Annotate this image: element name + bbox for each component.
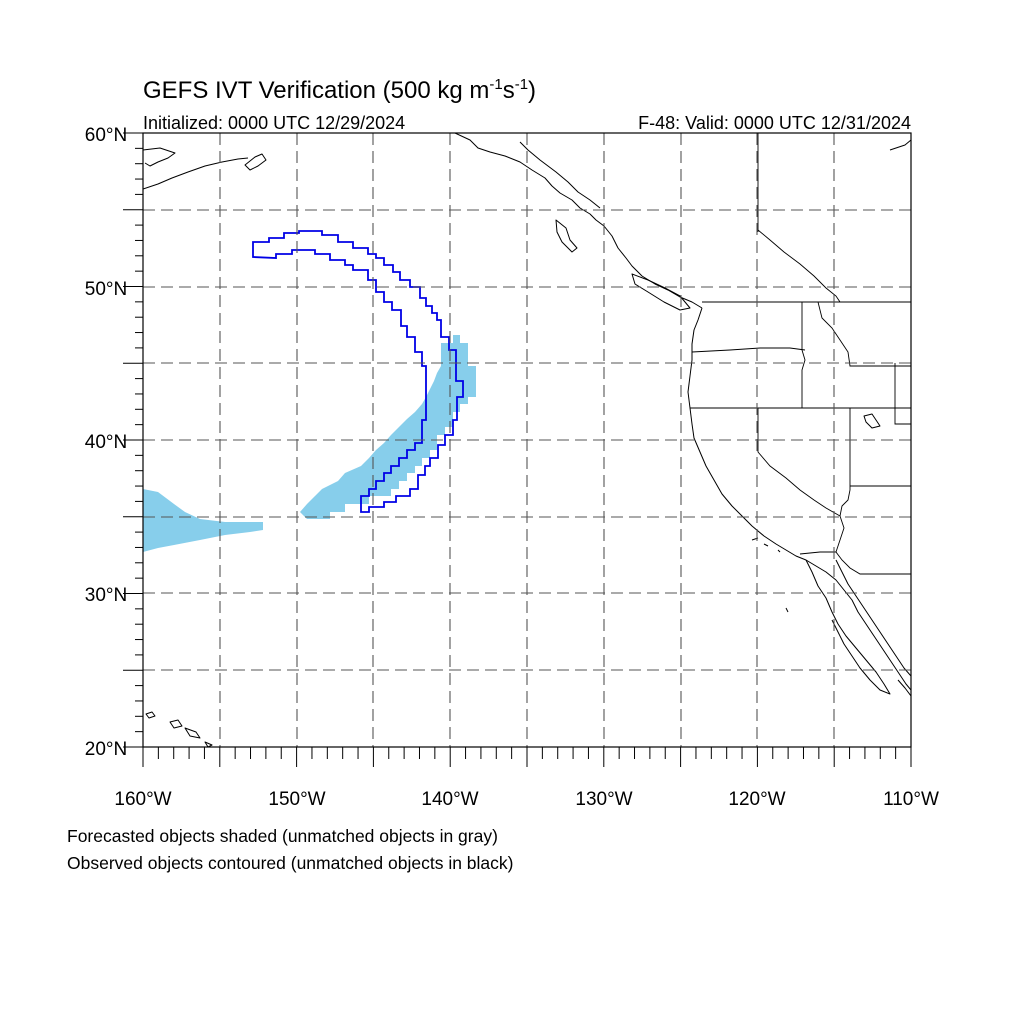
hawaii-3 — [184, 727, 201, 739]
ca-nv-border — [757, 408, 841, 517]
nv-ut-border — [839, 408, 851, 517]
lon-label-110w: 110°W — [883, 789, 939, 810]
wyoming-border — [894, 363, 911, 425]
great-salt-lake — [863, 413, 881, 429]
vancouver-island — [631, 273, 691, 311]
axis-ticks — [123, 132, 912, 767]
lon-label-120w: 120°W — [728, 789, 785, 810]
footnote-forecast: Forecasted objects shaded (unmatched obj… — [67, 826, 498, 846]
alaska-peninsula — [143, 147, 176, 167]
lat-label-20: 20°N — [85, 739, 127, 760]
guadalupe-island — [785, 607, 789, 613]
hawaii-2 — [169, 719, 183, 729]
us-mexico-border — [799, 551, 836, 555]
graticule — [143, 133, 911, 747]
lon-label-140w: 140°W — [421, 789, 478, 810]
valid-time-label: F-48: Valid: 0000 UTC 12/31/2024 — [638, 113, 911, 133]
lat-label-50: 50°N — [85, 279, 127, 300]
political-borders — [690, 133, 911, 575]
lat-label-60: 60°N — [85, 125, 127, 146]
coastlines — [143, 133, 911, 747]
haida-gwaii — [555, 219, 578, 253]
hudson-coast — [889, 139, 911, 151]
kodiak-island — [244, 153, 267, 171]
forecast-object-main — [300, 335, 476, 519]
bc-coast — [603, 225, 703, 309]
baja-california — [805, 559, 891, 695]
lon-label-130w: 130°W — [575, 789, 632, 810]
hawaii-1 — [145, 711, 156, 719]
alaska-peninsula-2 — [143, 157, 249, 190]
idaho-border — [801, 302, 806, 408]
mexico-mainland — [897, 679, 911, 697]
init-time-label: Initialized: 0000 UTC 12/29/2024 — [143, 113, 405, 133]
hawaii-4 — [204, 741, 213, 747]
lon-label-160w: 160°W — [114, 789, 171, 810]
us-west-coast — [687, 307, 911, 691]
montana-idaho-border — [817, 301, 911, 367]
gulf-of-california — [835, 559, 911, 677]
map-title: GEFS IVT Verification (500 kg m-1s-1) — [143, 76, 536, 104]
wa-or-border — [691, 347, 806, 353]
footnote-observed: Observed objects contoured (unmatched ob… — [67, 853, 514, 873]
longitude-labels: 160°W 150°W 140°W 130°W 120°W 110°W — [114, 789, 939, 810]
ca-az-border — [835, 515, 911, 575]
southeast-alaska — [519, 141, 601, 209]
observed-object-contour — [252, 230, 464, 513]
bc-alberta-border — [757, 229, 841, 303]
latitude-labels: 60°N 50°N 40°N 30°N 20°N — [85, 125, 127, 760]
map-panel — [123, 132, 912, 767]
lat-label-40: 40°N — [85, 432, 127, 453]
lon-label-150w: 150°W — [268, 789, 325, 810]
forecast-object-west — [143, 489, 263, 552]
channel-islands — [751, 537, 781, 553]
lat-label-30: 30°N — [85, 585, 127, 606]
gulf-of-alaska-coast — [454, 133, 605, 227]
